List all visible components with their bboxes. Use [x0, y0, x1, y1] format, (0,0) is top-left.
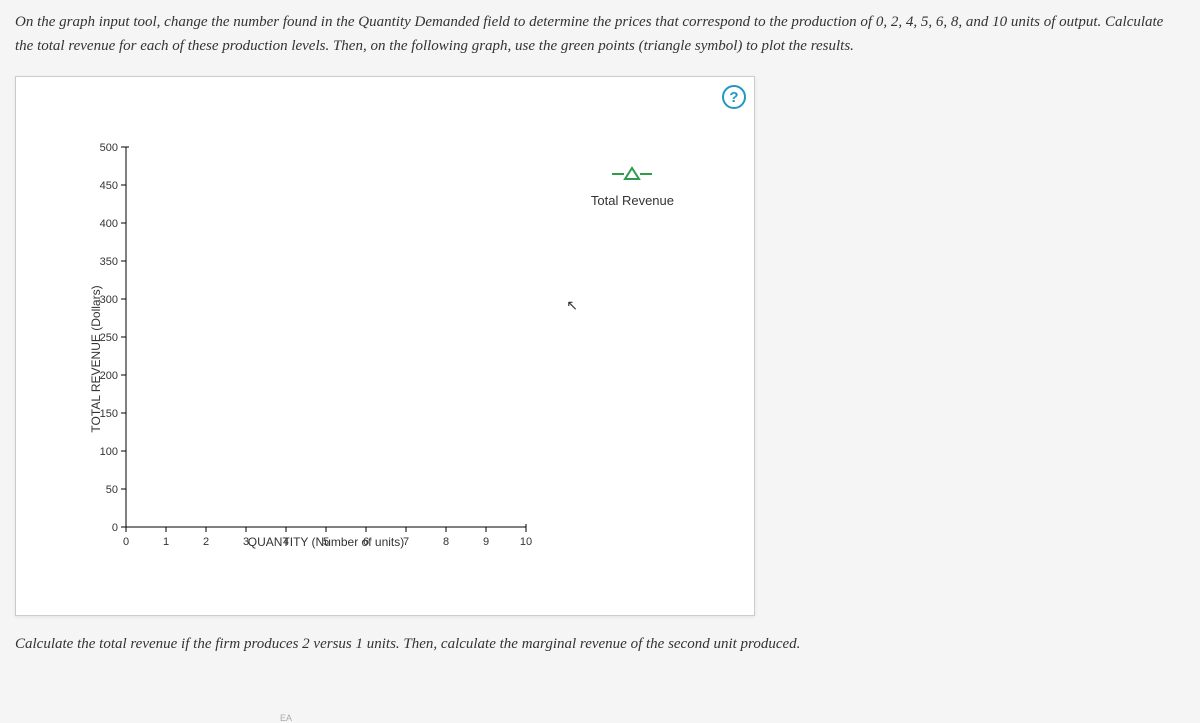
- help-button[interactable]: ?: [722, 85, 746, 109]
- svg-text:2: 2: [203, 536, 209, 548]
- legend-marker: [612, 167, 652, 181]
- svg-text:100: 100: [100, 446, 118, 458]
- svg-text:9: 9: [483, 536, 489, 548]
- chart-area[interactable]: TOTAL REVENUE (Dollars) 0501001502002503…: [76, 137, 556, 567]
- bottom-instructions: Calculate the total revenue if the firm …: [0, 616, 1200, 656]
- svg-text:500: 500: [100, 142, 118, 154]
- watermark: EA: [280, 713, 292, 723]
- cursor-icon: ↖: [566, 297, 578, 314]
- svg-text:8: 8: [443, 536, 449, 548]
- chart-svg[interactable]: 0501001502002503003504004505000123456789…: [76, 137, 556, 567]
- legend-label: Total Revenue: [591, 193, 674, 208]
- graph-panel: ? TOTAL REVENUE (Dollars) 05010015020025…: [15, 76, 755, 616]
- svg-text:0: 0: [112, 522, 118, 534]
- top-instructions: On the graph input tool, change the numb…: [0, 0, 1200, 66]
- svg-text:1: 1: [163, 536, 169, 548]
- x-axis-label: QUANTITY (Number of units): [248, 535, 404, 549]
- svg-text:450: 450: [100, 180, 118, 192]
- svg-text:0: 0: [123, 536, 129, 548]
- svg-text:10: 10: [520, 536, 532, 548]
- svg-text:50: 50: [106, 484, 118, 496]
- y-axis-label: TOTAL REVENUE (Dollars): [89, 285, 103, 432]
- svg-text:400: 400: [100, 218, 118, 230]
- svg-text:350: 350: [100, 256, 118, 268]
- legend-total-revenue[interactable]: Total Revenue ↖: [591, 167, 674, 208]
